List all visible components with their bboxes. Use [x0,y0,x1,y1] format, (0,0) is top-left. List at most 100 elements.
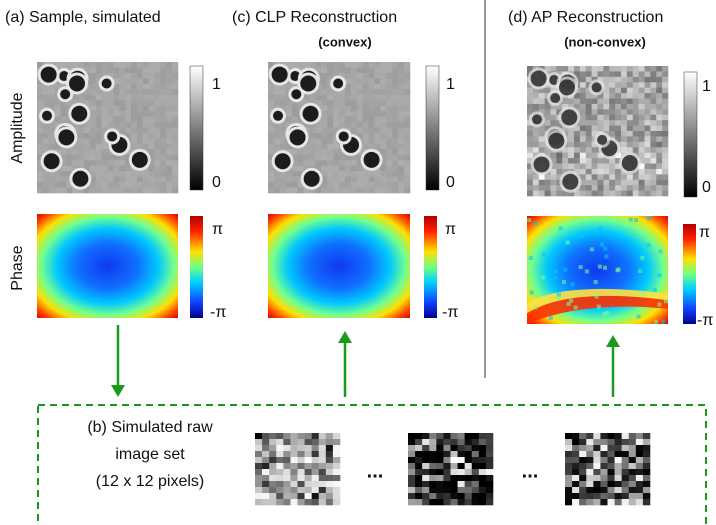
pixel [568,147,574,153]
pixel [172,89,178,95]
pixel [527,131,533,137]
pixel [386,160,392,166]
pixel [586,499,593,505]
pixel [408,475,415,481]
colorbar [190,66,203,190]
particle [273,111,283,121]
pixel [327,144,333,150]
noise [553,276,557,280]
pixel [645,180,651,186]
pixel [422,499,429,505]
pixel [436,457,443,463]
pixel [662,153,668,159]
pixel [662,77,668,83]
pixel [96,122,102,128]
pixel [622,487,629,493]
pixel [556,153,562,159]
pixel [603,109,609,115]
pixel [96,117,102,123]
pixel [90,188,96,194]
pixel [268,188,274,194]
pixel [574,131,580,137]
pixel [565,433,572,439]
pixel [636,433,643,439]
pixel [119,166,125,172]
pixel [650,120,656,126]
pixel [639,131,645,137]
pixel [627,93,633,99]
pixel [315,160,321,166]
pixel [565,475,572,481]
pixel [598,126,604,132]
pixel [609,99,615,105]
noise [527,262,531,266]
pixel [319,457,326,463]
pixel [305,445,312,451]
pixel [380,171,386,177]
pixel [586,115,592,121]
pixel [593,445,600,451]
pixel [645,153,651,159]
pixel [143,78,149,84]
pixel [645,115,651,121]
pixel [357,111,363,117]
pixel [72,95,78,101]
pixel [650,88,656,94]
pixel [656,99,662,105]
pixel [398,160,404,166]
pixel [286,117,292,123]
pixel [580,66,586,72]
pixel [43,100,49,106]
pixel [404,133,410,139]
pixel [386,73,392,79]
pixel [137,84,143,90]
pixel [269,433,276,439]
pixel [479,451,486,457]
pixel [392,133,398,139]
pixel [556,66,562,72]
pixel [292,182,298,188]
pixel [327,133,333,139]
pixel [84,149,90,155]
pixel [609,71,615,77]
pixel [49,177,55,183]
noise [664,299,668,303]
pixel [656,174,662,180]
pixel [533,99,539,105]
pixel [172,111,178,117]
noise [579,265,583,269]
pixel [280,89,286,95]
pixel [363,89,369,95]
pixel [166,89,172,95]
pixel [333,481,340,487]
pixel [539,104,545,110]
pixel [643,439,650,445]
pixel [375,78,381,84]
pixel [345,73,351,79]
pixel [369,95,375,101]
pixel [608,433,615,439]
pixel [404,144,410,150]
pixel [78,144,84,150]
pixel [636,499,643,505]
pixel [55,188,61,194]
pixel [125,95,131,101]
phase-image [268,214,410,318]
pixel [369,111,375,117]
pixel [363,73,369,79]
pixel [351,188,357,194]
pixel [327,138,333,144]
pixel [305,499,312,505]
pixel [375,100,381,106]
pixel [627,88,633,94]
pixel [125,78,131,84]
pixel [321,138,327,144]
pixel [369,89,375,95]
pixel [155,100,161,106]
pixel [172,100,178,106]
raw-set-label: image set [115,446,185,463]
pixel [565,499,572,505]
pixel [375,177,381,183]
pixel [398,84,404,90]
pixel [656,180,662,186]
